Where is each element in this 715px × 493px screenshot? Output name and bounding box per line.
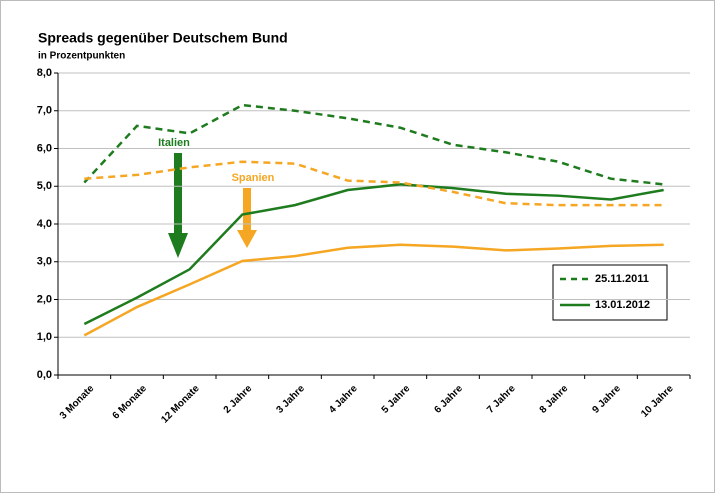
line <box>84 160 664 207</box>
y-tick-label: 5,0 <box>37 180 52 192</box>
y-tick-label: 4,0 <box>37 218 52 230</box>
legend-label: 25.11.2011 <box>595 273 649 285</box>
arrow <box>237 188 257 248</box>
legend-label: 13.01.2012 <box>595 299 650 311</box>
y-tick-label: 0,0 <box>37 369 52 381</box>
annotation: Spanien <box>232 172 275 184</box>
y-tick-label: 1,0 <box>37 331 52 343</box>
line <box>83 243 664 337</box>
arrow <box>168 153 188 258</box>
y-tick-label: 3,0 <box>37 256 52 268</box>
line <box>83 103 664 186</box>
chart-subtitle: in Prozentpunkten <box>38 51 125 62</box>
annotation: Italien <box>158 137 190 149</box>
y-tick-label: 7,0 <box>37 105 52 117</box>
y-tick-label: 8,0 <box>37 67 52 79</box>
y-tick-label: 2,0 <box>37 293 52 305</box>
chart-title: Spreads gegenüber Deutschem Bund <box>38 30 288 46</box>
legend <box>552 264 668 321</box>
line <box>83 183 664 326</box>
y-tick-label: 6,0 <box>37 142 52 154</box>
